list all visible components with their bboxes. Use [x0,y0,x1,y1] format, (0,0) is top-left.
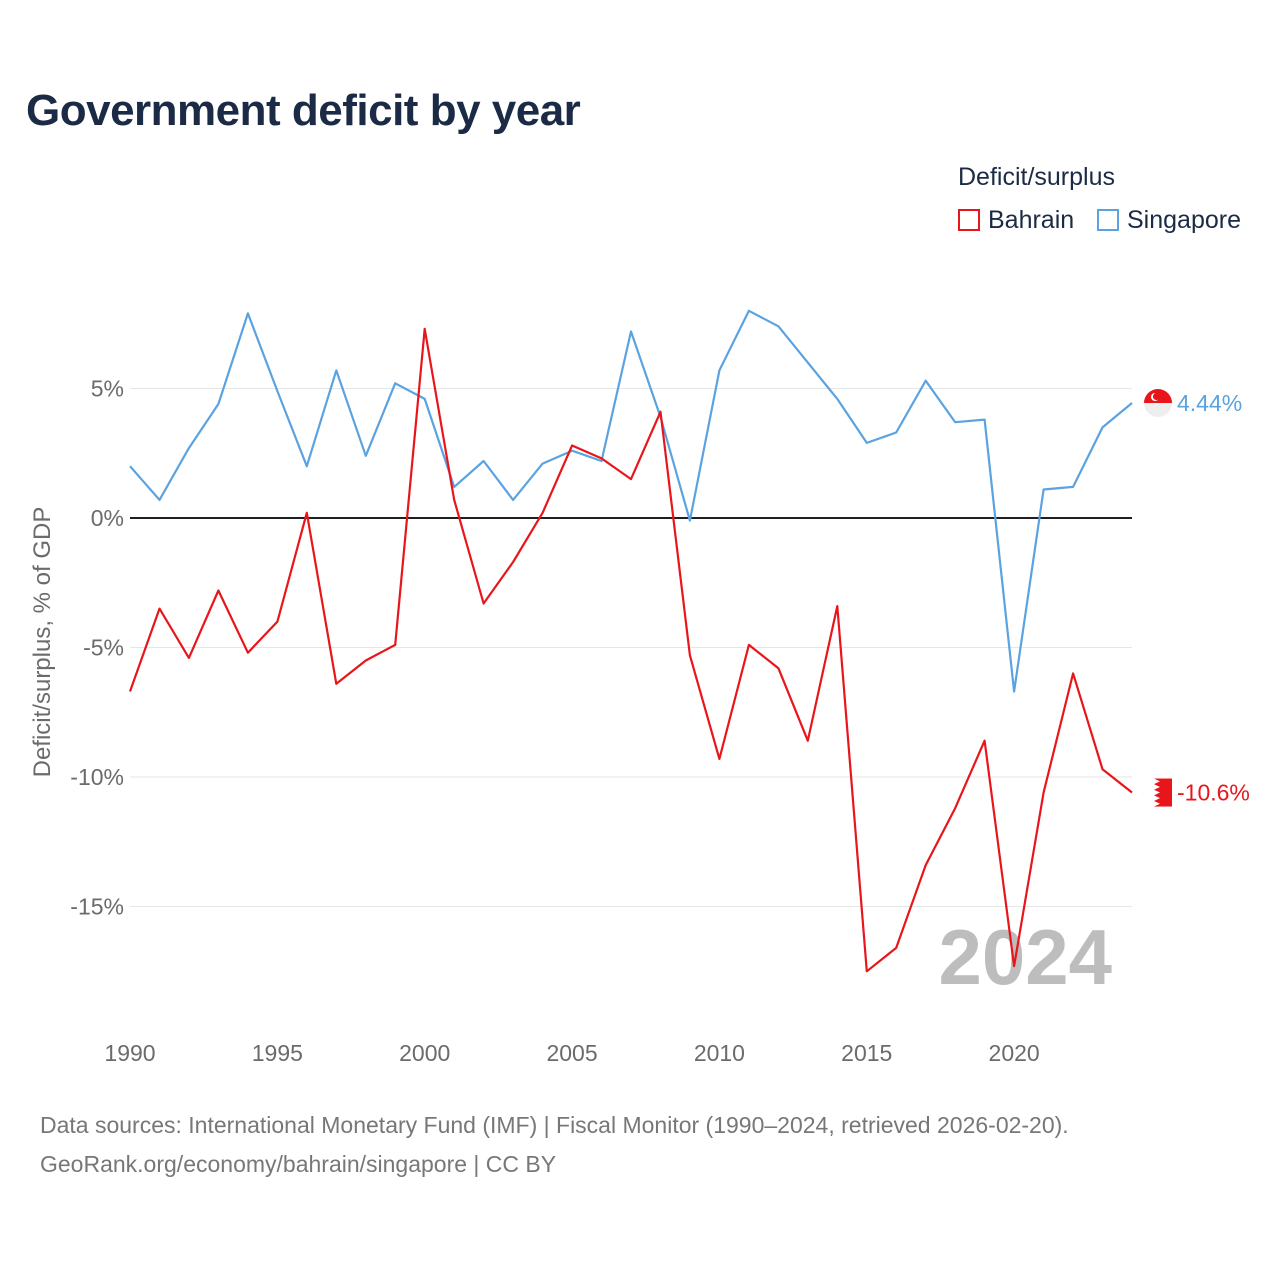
chart-title: Government deficit by year [26,86,581,135]
series-lines [128,309,1133,973]
x-tick-label: 2000 [399,1040,450,1066]
x-tick-label: 2015 [841,1040,892,1066]
x-tick-label: 1995 [252,1040,303,1066]
gridlines [130,388,1132,907]
legend-title: Deficit/surplus [958,163,1115,191]
x-tick-label: 2020 [989,1040,1040,1066]
y-tick-label: -15% [70,894,124,920]
y-tick-label: -10% [70,764,124,790]
legend-item-bahrain[interactable]: Bahrain [958,205,1074,235]
legend-label-singapore: Singapore [1127,205,1241,234]
attribution-text: GeoRank.org/economy/bahrain/singapore | … [40,1151,557,1177]
line-chart: 5% 0% -5% -10% -15% 1990 1995 2000 2005 2010 2015… [29,309,1250,1066]
y-tick-label: 0% [91,505,124,531]
y-axis-ticks: 5% 0% -5% -10% -15% [70,376,124,920]
legend-swatch-singapore [1097,209,1119,231]
bahrain-flag-red-field [1154,778,1172,807]
footer: Data sources: International Monetary Fun… [40,1106,1069,1184]
y-tick-label: 5% [91,376,124,402]
y-tick-label: -5% [83,635,124,661]
x-tick-label: 2005 [546,1040,597,1066]
series-line-bahrain[interactable] [128,327,1133,973]
legend-item-singapore[interactable]: Singapore [1097,205,1241,235]
x-axis-ticks: 1990 1995 2000 2005 2010 2015 2020 [104,1040,1039,1066]
end-label-singapore: 4.44% [1177,390,1242,416]
bahrain-flag-white-band [1144,778,1160,807]
singapore-flag-crescent-cut [1152,392,1161,401]
data-source-text: Data sources: International Monetary Fun… [40,1112,1069,1138]
legend-label-bahrain: Bahrain [988,205,1075,234]
x-tick-label: 2010 [694,1040,745,1066]
end-label-bahrain: -10.6% [1177,780,1250,806]
y-axis-label: Deficit/surplus, % of GDP [29,507,56,778]
end-markers: 4.44% -10.6% [1143,389,1250,807]
series-line-singapore[interactable] [129,309,1133,693]
year-watermark: 2024 [938,913,1112,1001]
x-tick-label: 1990 [104,1040,155,1066]
legend-swatch-bahrain [958,209,980,231]
